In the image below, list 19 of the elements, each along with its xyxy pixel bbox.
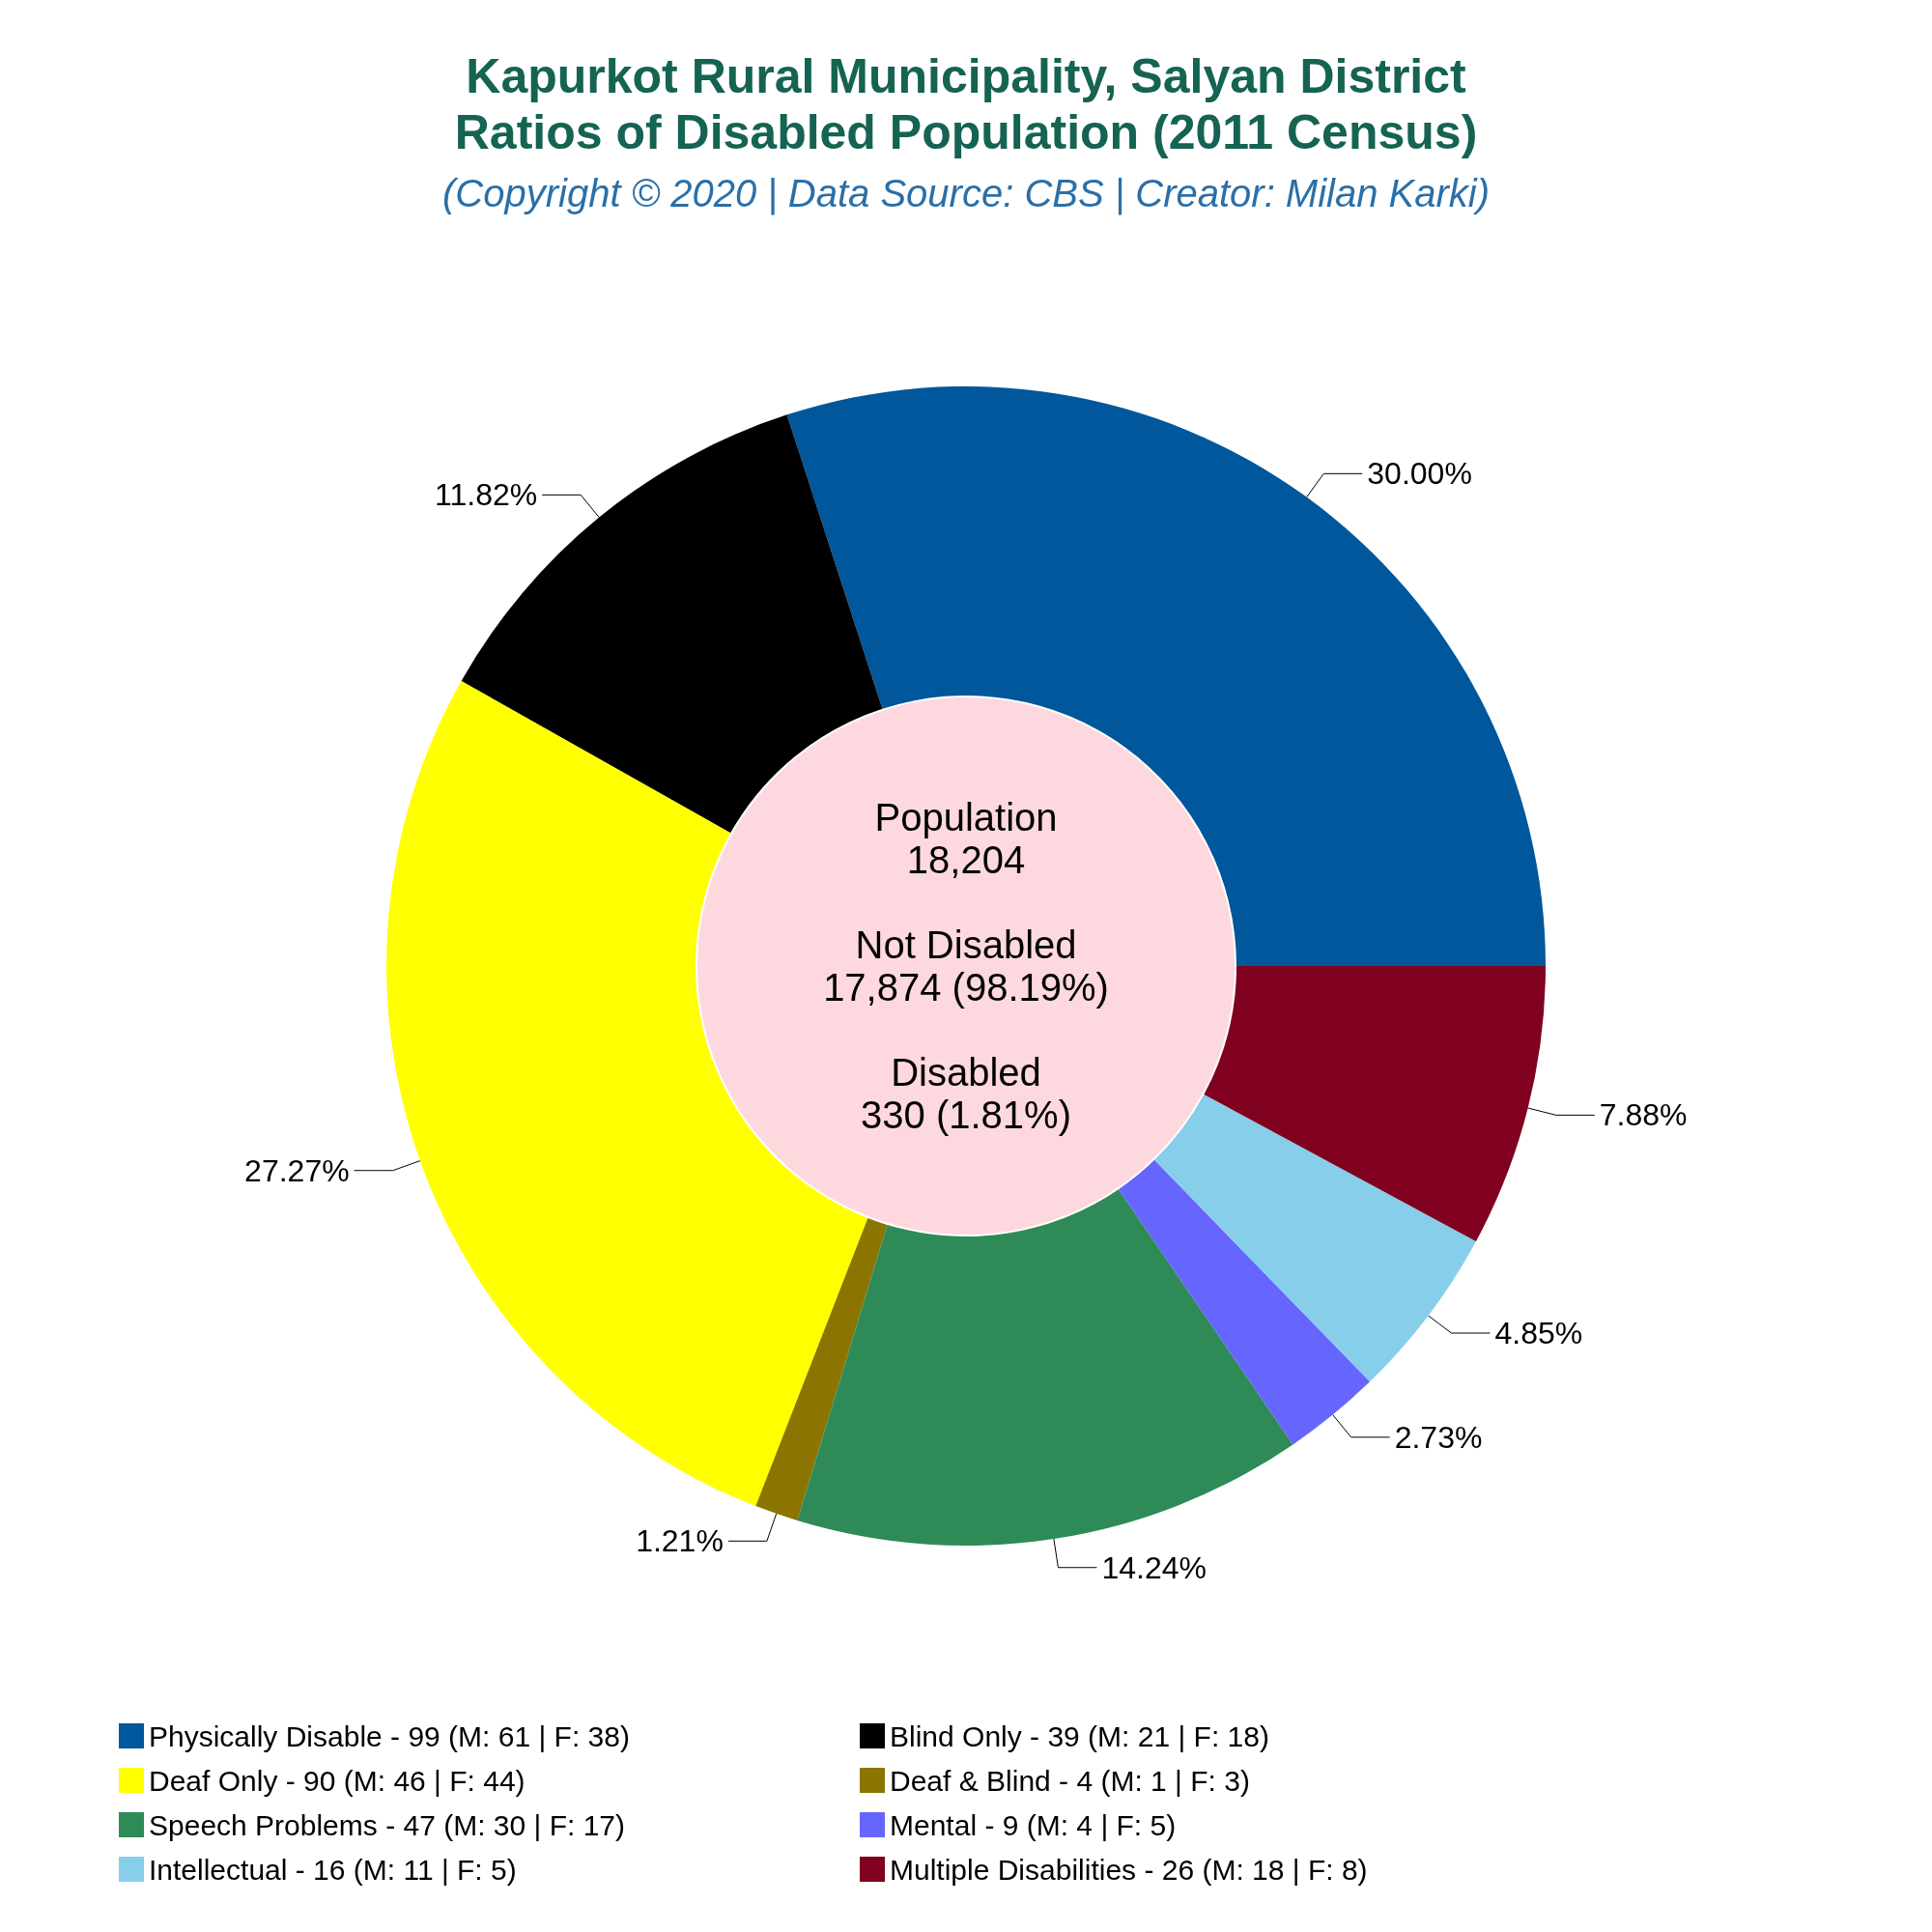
data-label: 11.82%	[435, 477, 538, 513]
data-label: 7.88%	[1599, 1097, 1688, 1133]
data-label: 1.21%	[636, 1523, 724, 1559]
legend-label: Multiple Disabilities - 26 (M: 18 | F: 8)	[890, 1853, 1368, 1886]
legend-label: Intellectual - 16 (M: 11 | F: 5)	[149, 1853, 517, 1886]
legend-label: Physically Disable - 99 (M: 61 | F: 38)	[149, 1719, 630, 1752]
chart-title: Kapurkot Rural Municipality, Salyan District Ratios of Disabled Population (2011 Census)	[454, 49, 1478, 159]
legend-label: Deaf Only - 90 (M: 46 | F: 44)	[149, 1764, 526, 1797]
legend-label: Blind Only - 39 (M: 21 | F: 18)	[890, 1719, 1269, 1752]
data-label: 14.24%	[1101, 1549, 1207, 1585]
data-label: 2.73%	[1394, 1419, 1483, 1455]
legend-label: Mental - 9 (M: 4 | F: 5)	[890, 1808, 1177, 1841]
legend-label: Deaf & Blind - 4 (M: 1 | F: 3)	[890, 1764, 1250, 1797]
data-label: 30.00%	[1367, 456, 1472, 492]
data-label: 27.27%	[244, 1152, 350, 1188]
text: Population 18,204 Not Disabled 17,874 (98.19%) Disabled 330 (1.81%)	[823, 796, 1109, 1136]
data-label: 4.85%	[1494, 1316, 1583, 1350]
chart-subtitle: (Copyright © 2020 | Data Source: CBS | Creator: Milan Karki)	[441, 172, 1491, 215]
legend-label: Speech Problems - 47 (M: 30 | F: 17)	[149, 1808, 625, 1841]
